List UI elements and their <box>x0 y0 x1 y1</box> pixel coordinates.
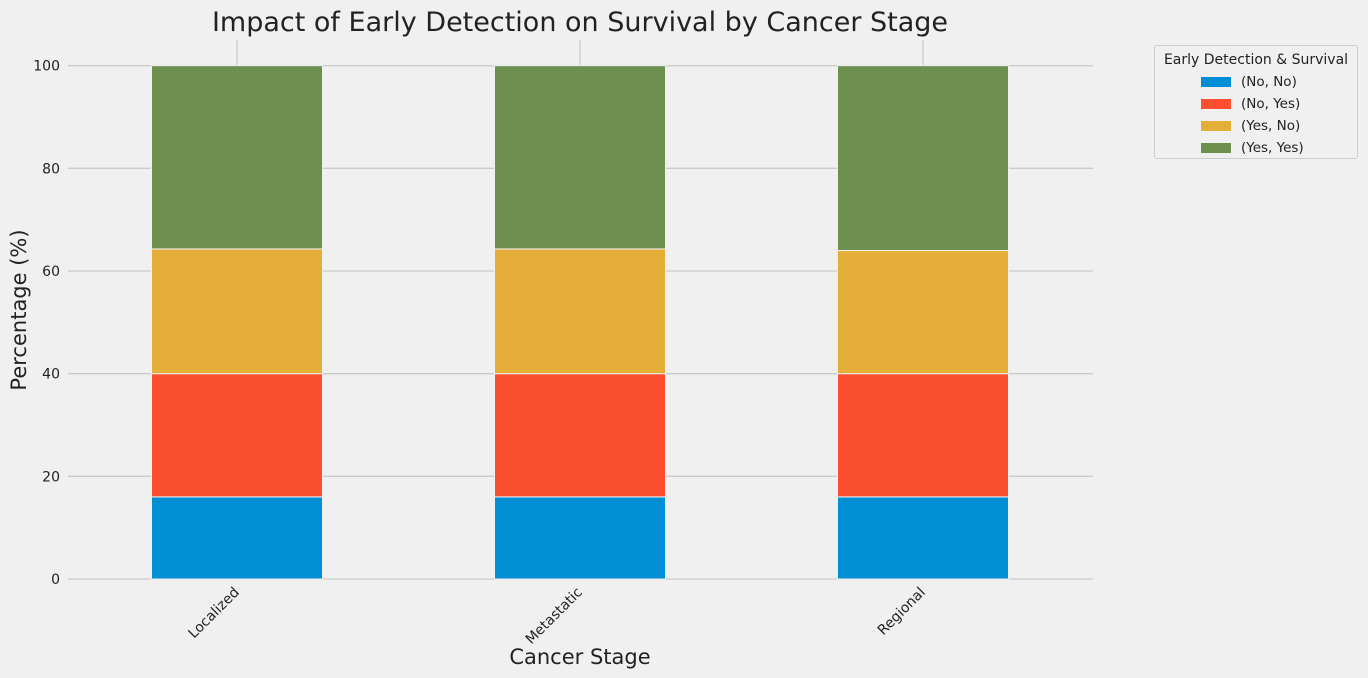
legend: Early Detection & Survival (No, No) (No,… <box>1154 45 1358 159</box>
legend-swatch <box>1201 143 1231 153</box>
legend-label: (No, Yes) <box>1241 96 1301 112</box>
y-tick-label: 60 <box>42 264 60 280</box>
bar-segment <box>494 373 666 498</box>
legend-label: (No, No) <box>1241 74 1297 90</box>
bar-segment <box>151 373 323 498</box>
x-tick-label: Regional <box>875 585 929 639</box>
y-axis-label: Percentage (%) <box>7 229 31 390</box>
legend-label: (Yes, No) <box>1241 118 1301 134</box>
bar-segment <box>837 496 1009 580</box>
y-tick-label: 20 <box>42 469 60 485</box>
bars <box>151 65 1009 580</box>
bar-segment <box>151 248 323 375</box>
bar-segment <box>837 373 1009 498</box>
x-axis-label: Cancer Stage <box>509 645 650 669</box>
bar-segment <box>494 248 666 375</box>
bar-segment <box>837 65 1009 251</box>
legend-item-yes-yes: (Yes, Yes) <box>1201 137 1357 159</box>
legend-swatch <box>1201 121 1231 131</box>
legend-swatch <box>1201 77 1231 87</box>
bar-segment <box>151 65 323 250</box>
chart-title: Impact of Early Detection on Survival by… <box>212 7 948 38</box>
legend-item-no-yes: (No, Yes) <box>1201 93 1357 115</box>
legend-label: (Yes, Yes) <box>1241 140 1304 156</box>
y-tick-label: 40 <box>42 367 60 383</box>
legend-title: Early Detection & Survival <box>1163 52 1349 68</box>
legend-item-yes-no: (Yes, No) <box>1201 115 1357 137</box>
bar-segment <box>151 496 323 580</box>
y-tick-label: 100 <box>33 59 60 75</box>
x-tick-labels: Localized Metastatic Regional <box>186 585 929 648</box>
bar-segment <box>494 65 666 250</box>
x-tick-label: Metastatic <box>523 585 586 648</box>
x-tick-label: Localized <box>186 585 243 642</box>
y-tick-labels: 0 20 40 60 80 100 <box>33 59 60 588</box>
y-tick-label: 80 <box>42 161 60 177</box>
bar-segment <box>837 249 1009 375</box>
y-tick-label: 0 <box>51 572 60 588</box>
bar-segment <box>494 496 666 580</box>
legend-item-no-no: (No, No) <box>1201 71 1357 93</box>
legend-swatch <box>1201 99 1231 109</box>
